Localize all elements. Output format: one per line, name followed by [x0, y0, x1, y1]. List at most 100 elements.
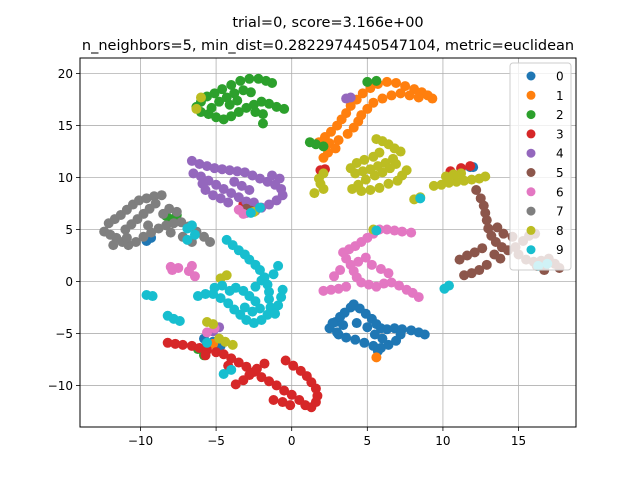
data-point — [329, 271, 340, 282]
data-point — [241, 102, 252, 113]
data-point — [395, 329, 406, 340]
data-point — [226, 188, 237, 199]
x-tick-label: 5 — [363, 434, 371, 448]
legend-marker — [526, 90, 536, 100]
legend-marker — [526, 148, 536, 158]
legend-label: 2 — [556, 108, 564, 122]
data-point — [375, 264, 386, 275]
data-point — [211, 112, 222, 123]
axes-frame — [79, 57, 577, 428]
data-point — [274, 173, 285, 184]
data-point — [202, 161, 213, 172]
data-point — [239, 302, 250, 313]
y-tick-label: 15 — [58, 119, 73, 133]
data-point — [232, 95, 243, 106]
data-point — [267, 170, 278, 181]
data-point — [459, 270, 470, 281]
data-point — [226, 80, 237, 91]
data-point — [121, 232, 132, 243]
data-point — [356, 110, 367, 121]
data-point — [371, 352, 382, 363]
data-point — [356, 186, 367, 197]
data-point — [257, 118, 268, 129]
legend: 0 1 2 3 4 5 6 7 8 9 — [509, 62, 572, 271]
data-point — [477, 243, 488, 254]
data-point — [466, 174, 477, 185]
data-point — [351, 318, 362, 329]
data-point — [254, 202, 265, 213]
data-point — [171, 206, 182, 217]
data-point — [264, 286, 275, 297]
data-point — [338, 320, 349, 331]
data-point — [385, 163, 395, 174]
legend-label: 9 — [556, 243, 564, 257]
data-point — [318, 285, 329, 296]
axis-ticks: −10 −5 0 5 10 15 −10 −5 0 5 10 15 20 — [48, 67, 527, 448]
data-point — [223, 298, 234, 309]
data-point — [165, 227, 176, 238]
data-point — [471, 185, 482, 196]
data-point — [273, 300, 284, 311]
data-point — [264, 199, 275, 210]
legend-marker — [526, 168, 536, 177]
data-point — [357, 166, 368, 177]
data-point — [264, 376, 275, 387]
data-point — [227, 339, 238, 350]
data-point — [374, 182, 385, 193]
data-point — [335, 265, 346, 276]
chart-title-line1: trial=0, score=3.166e+00 — [232, 15, 423, 31]
data-point — [481, 215, 492, 226]
data-point — [161, 220, 172, 231]
data-point — [362, 322, 373, 333]
data-point — [413, 92, 424, 103]
data-point — [186, 155, 197, 166]
data-point — [236, 180, 247, 191]
data-point — [374, 147, 385, 158]
data-point — [233, 357, 244, 368]
data-point — [400, 81, 411, 92]
data-point — [250, 107, 261, 118]
legend-label: 8 — [556, 224, 564, 238]
data-point — [440, 171, 451, 182]
data-point — [341, 332, 352, 343]
y-tick-label: 20 — [58, 67, 73, 81]
x-tick-label: 10 — [435, 434, 450, 448]
data-point — [474, 265, 485, 276]
data-point — [245, 87, 256, 98]
data-point — [229, 304, 240, 315]
data-point — [153, 223, 164, 234]
legend-marker — [526, 129, 536, 139]
data-point — [189, 271, 200, 282]
data-point — [270, 308, 281, 319]
data-point — [202, 327, 213, 338]
data-point — [224, 99, 235, 110]
data-point — [357, 88, 368, 99]
data-point — [267, 77, 278, 88]
data-point — [251, 363, 262, 374]
x-tick-label: −10 — [128, 434, 153, 448]
y-tick-label: 10 — [58, 171, 73, 185]
data-point — [330, 143, 341, 154]
x-tick-label: −5 — [207, 434, 225, 448]
data-point — [360, 252, 371, 263]
legend-marker — [526, 225, 536, 235]
data-point — [264, 98, 275, 109]
data-point — [138, 231, 149, 242]
data-point — [386, 90, 397, 101]
data-point — [333, 135, 344, 146]
data-point — [254, 173, 265, 184]
data-point — [369, 329, 380, 340]
legend-marker — [526, 110, 536, 120]
data-point — [256, 275, 267, 286]
data-point — [250, 281, 261, 292]
data-point — [141, 193, 152, 204]
data-point — [469, 247, 480, 258]
data-point — [271, 195, 282, 206]
data-point — [256, 96, 267, 107]
data-point — [366, 259, 377, 270]
data-point — [164, 203, 175, 214]
data-point — [120, 224, 131, 235]
data-point — [208, 190, 219, 201]
